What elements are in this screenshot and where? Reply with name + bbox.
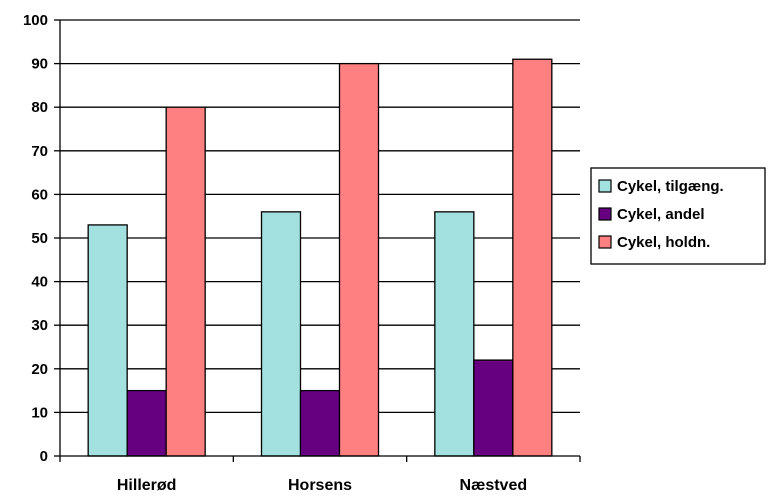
y-tick-label: 90 [31,56,48,73]
y-tick-label: 40 [31,274,48,291]
y-tick-labels: 0 10 20 30 40 50 60 70 80 90 100 [23,12,48,465]
y-tick-label: 30 [31,317,48,334]
bars [87,58,553,457]
gridlines [60,19,580,414]
legend-box [590,167,766,265]
bar [87,224,128,457]
category-label: Hillerød [117,477,177,494]
category-label: Næstved [460,477,528,494]
bar [260,211,302,457]
legend-label: Cykel, andel [617,206,705,223]
y-tick-label: 10 [31,404,48,421]
y-tick-label: 20 [31,361,48,378]
y-tick-label: 70 [31,143,48,160]
bar [512,58,553,457]
bar [434,211,475,457]
legend-swatch [598,207,612,221]
y-tick-label: 80 [31,99,48,116]
bar [473,359,514,457]
bar [299,389,341,457]
y-tick-label: 0 [40,448,48,465]
category-label: Horsens [288,477,352,494]
y-tick-label: 100 [23,12,48,29]
bar [165,106,206,457]
legend-swatch [598,235,612,249]
legend: Cykel, tilgæng. Cykel, andel Cykel, holdn. [590,167,766,265]
legend-swatch [598,179,612,193]
bar [338,62,380,457]
y-tick-label: 60 [31,186,48,203]
y-tick-label: 50 [31,230,48,247]
legend-label: Cykel, holdn. [617,234,710,251]
bar [126,389,167,457]
category-labels: Hillerød Horsens Næstved [117,477,527,494]
legend-label: Cykel, tilgæng. [617,178,724,195]
axes [54,19,581,462]
